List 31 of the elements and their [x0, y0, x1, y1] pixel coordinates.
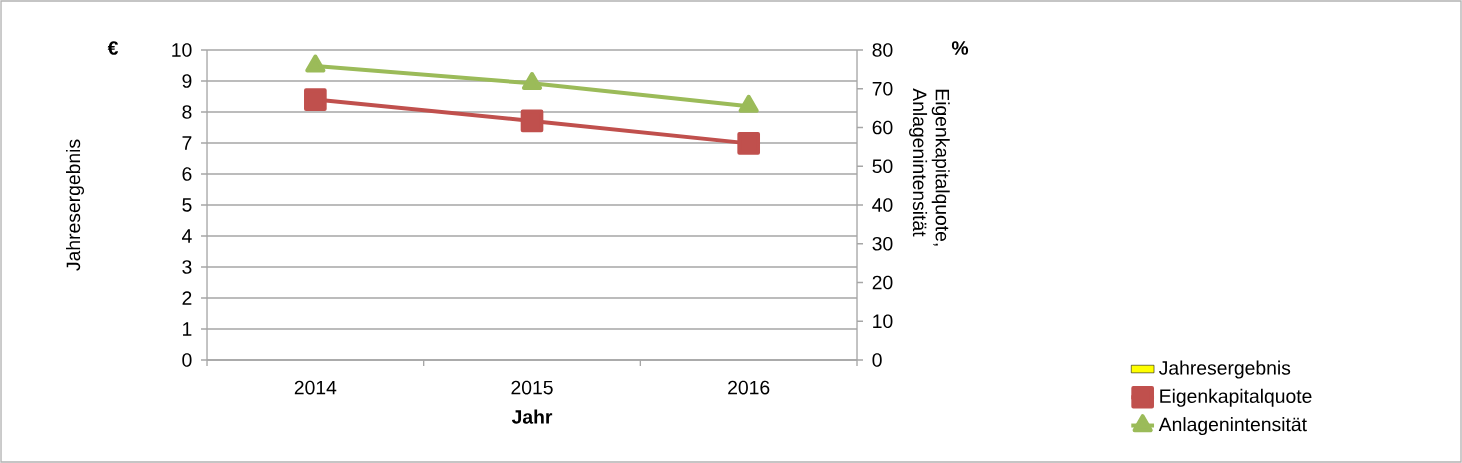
y2-tick-label: 70 — [872, 81, 893, 96]
y-tick-label: 10 — [172, 43, 192, 57]
y-tick-label: 5 — [182, 198, 192, 212]
x-axis-title: Jahr — [511, 409, 553, 424]
y-tick-label: 6 — [182, 167, 192, 181]
legend-label: Eigenkapitalquote — [1160, 388, 1312, 407]
y-tick-label: 7 — [182, 136, 192, 150]
y-tick-label: 8 — [182, 105, 192, 119]
y2-tick-label: 30 — [872, 236, 893, 251]
y2-tick-label: 20 — [872, 275, 893, 290]
x-tick-label: 2014 — [294, 380, 337, 395]
x-tick-label: 2016 — [728, 380, 770, 395]
y-axis-title: Jahresergebnis — [66, 139, 85, 271]
y-tick-label: 1 — [183, 322, 192, 336]
y-tick-label: 3 — [182, 260, 192, 274]
y2-tick-label: 40 — [872, 198, 893, 212]
legend-label: Anlagenintensität — [1158, 417, 1307, 436]
text: % — [951, 41, 969, 55]
y-tick-label: 4 — [182, 229, 192, 243]
y2-tick-label: 50 — [872, 159, 893, 174]
y2-tick-label: 0 — [872, 353, 882, 367]
y2-axis-title: Eigenkapitalquote, Anlagenintensität — [909, 88, 950, 246]
x-tick-label: 2015 — [511, 380, 553, 395]
y-tick-label: 9 — [182, 74, 192, 88]
y2-tick-label: 60 — [872, 120, 893, 135]
y-tick-label: 2 — [182, 291, 192, 305]
text: € — [107, 41, 119, 55]
y2-tick-label: 10 — [873, 314, 893, 329]
y-tick-label: 0 — [182, 353, 192, 367]
y2-tick-label: 80 — [872, 43, 893, 57]
legend-label: Jahresergebnis — [1159, 360, 1291, 379]
